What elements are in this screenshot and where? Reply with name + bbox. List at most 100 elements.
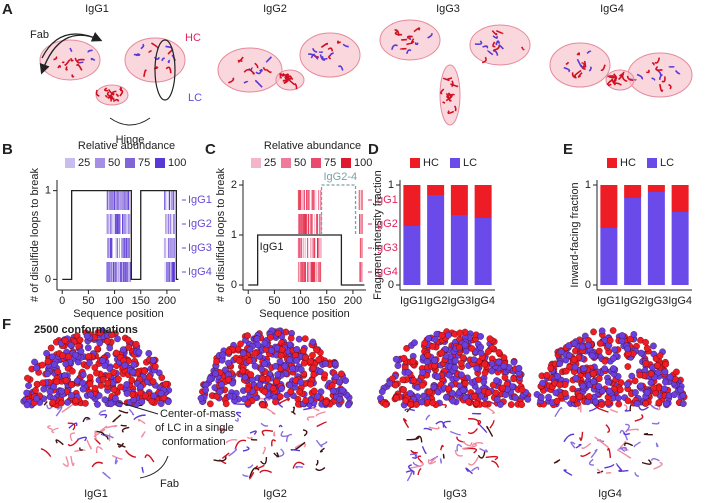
ribbon bbox=[288, 78, 296, 86]
ribbon bbox=[425, 414, 431, 421]
center-of-mass bbox=[670, 391, 678, 399]
ribbon bbox=[616, 449, 632, 459]
center-of-mass bbox=[112, 394, 119, 402]
center-of-mass bbox=[224, 376, 232, 384]
center-of-mass bbox=[142, 392, 149, 400]
x-tick-label: 150 bbox=[318, 295, 336, 307]
ribbon bbox=[521, 46, 525, 51]
ribbon bbox=[272, 431, 276, 437]
ribbon bbox=[320, 42, 329, 49]
ribbon bbox=[414, 435, 423, 443]
center-of-mass bbox=[404, 369, 412, 376]
molecule-title: IgG4 bbox=[600, 3, 624, 15]
ribbon bbox=[581, 442, 592, 449]
center-of-mass bbox=[456, 329, 464, 337]
conformation-clouds bbox=[20, 327, 688, 482]
ribbon bbox=[114, 457, 119, 465]
ribbon bbox=[228, 448, 237, 457]
ribbon bbox=[258, 397, 270, 401]
ribbon bbox=[283, 79, 289, 84]
center-of-mass bbox=[145, 373, 153, 381]
ribbon bbox=[165, 66, 172, 74]
x-axis-label: Sequence position bbox=[259, 308, 350, 320]
legend-swatch bbox=[647, 158, 657, 168]
ribbon bbox=[492, 35, 498, 39]
ribbon bbox=[606, 447, 612, 458]
center-of-mass bbox=[394, 362, 402, 370]
center-of-mass bbox=[477, 392, 485, 400]
center-of-mass bbox=[94, 401, 101, 408]
ribbon bbox=[653, 461, 663, 470]
ribbon bbox=[234, 417, 239, 422]
ribbon bbox=[112, 90, 117, 96]
ribbon bbox=[496, 40, 501, 44]
ribbon bbox=[624, 442, 634, 447]
center-of-mass bbox=[411, 339, 418, 347]
x-axis-label: Sequence position bbox=[73, 308, 164, 320]
molecule-title: IgG2 bbox=[263, 488, 287, 500]
ribbon bbox=[428, 456, 438, 465]
center-of-mass bbox=[62, 360, 70, 368]
center-of-mass bbox=[245, 357, 253, 365]
center-of-mass bbox=[571, 363, 579, 371]
ribbon bbox=[554, 406, 563, 418]
y-axis-label: # of disulfide loops to break bbox=[215, 168, 227, 302]
center-of-mass bbox=[261, 360, 268, 368]
ribbon bbox=[167, 59, 171, 64]
ribbon bbox=[619, 429, 629, 441]
ribbon bbox=[265, 56, 273, 63]
ribbon bbox=[575, 443, 582, 449]
ribbon bbox=[394, 30, 403, 36]
ribbon bbox=[77, 436, 87, 442]
ribbon bbox=[571, 72, 577, 79]
center-of-mass bbox=[449, 397, 457, 405]
ribbon bbox=[259, 68, 263, 72]
legend-swatch bbox=[607, 158, 617, 168]
ribbon bbox=[495, 29, 504, 35]
ribbon bbox=[294, 83, 298, 90]
ribbon bbox=[278, 398, 291, 405]
ribbon bbox=[582, 60, 587, 68]
center-of-mass bbox=[54, 368, 62, 376]
center-of-mass bbox=[219, 351, 227, 359]
center-of-mass bbox=[85, 353, 93, 360]
ribbon bbox=[409, 36, 412, 40]
ribbon bbox=[477, 451, 486, 459]
center-of-mass bbox=[662, 378, 669, 386]
center-of-mass bbox=[344, 401, 352, 409]
center-of-mass bbox=[267, 347, 275, 354]
center-of-mass bbox=[539, 379, 546, 387]
center-of-mass bbox=[108, 331, 116, 339]
bar-segment bbox=[600, 228, 618, 285]
center-of-mass bbox=[637, 382, 645, 390]
ribbon bbox=[148, 49, 152, 53]
center-of-mass bbox=[493, 396, 501, 403]
center-of-mass bbox=[331, 360, 339, 368]
center-of-mass bbox=[269, 385, 277, 392]
center-of-mass bbox=[47, 344, 55, 352]
center-of-mass bbox=[392, 355, 400, 363]
ribbon bbox=[125, 449, 136, 458]
center-of-mass bbox=[461, 341, 469, 349]
ribbon bbox=[405, 49, 412, 54]
ribbon bbox=[248, 467, 260, 479]
center-of-mass bbox=[421, 339, 429, 347]
ribbon bbox=[634, 414, 644, 422]
annotation: HC bbox=[185, 32, 201, 44]
center-of-mass bbox=[628, 372, 636, 380]
ribbon bbox=[337, 65, 344, 71]
center-of-mass bbox=[637, 349, 645, 357]
ribbon bbox=[429, 455, 439, 461]
ribbon bbox=[65, 66, 69, 71]
center-of-mass bbox=[445, 371, 453, 379]
center-of-mass bbox=[261, 339, 269, 347]
center-of-mass bbox=[596, 340, 604, 347]
center-of-mass bbox=[259, 375, 266, 383]
center-of-mass bbox=[565, 342, 573, 349]
center-of-mass bbox=[23, 389, 31, 397]
center-of-mass bbox=[24, 374, 31, 382]
ribbon bbox=[576, 58, 583, 68]
center-of-mass bbox=[130, 361, 138, 369]
center-of-mass bbox=[329, 387, 337, 395]
ribbon bbox=[421, 445, 427, 454]
